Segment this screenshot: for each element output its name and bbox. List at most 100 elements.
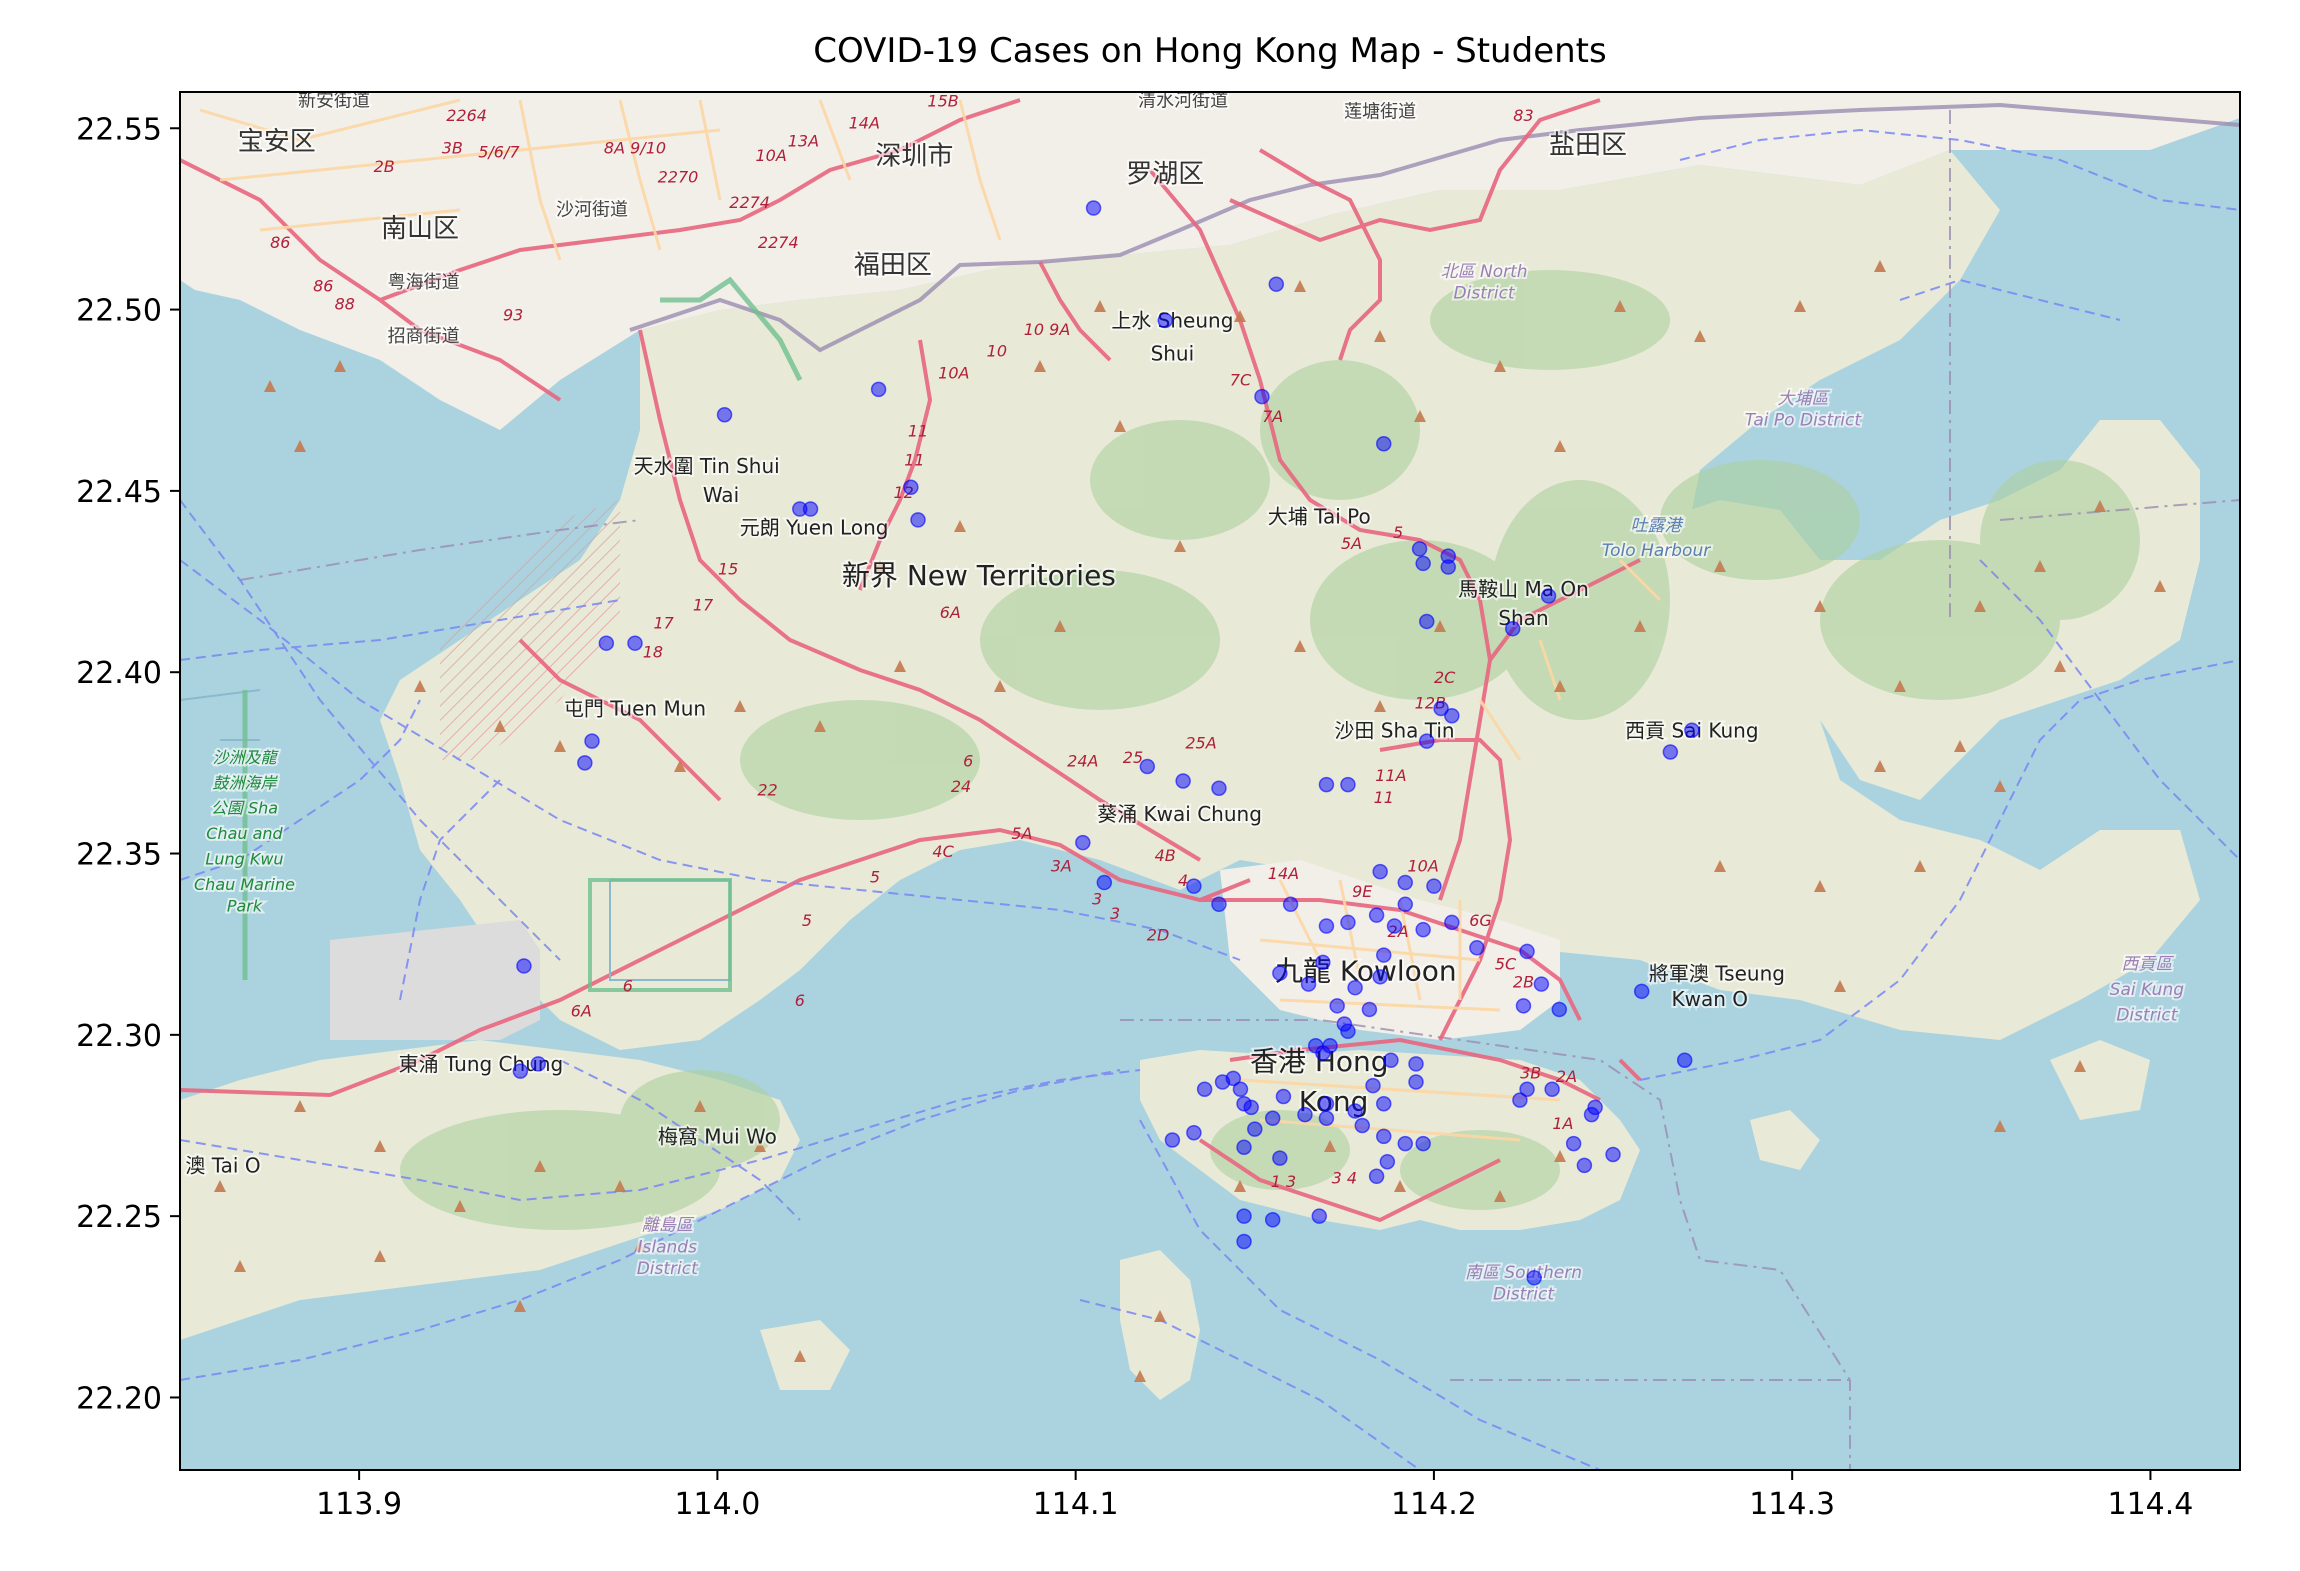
case-marker	[1318, 1110, 1335, 1126]
map-label: Lung Kwu	[205, 849, 283, 868]
case-marker	[1297, 1106, 1313, 1123]
case-marker	[577, 755, 593, 771]
route-label: 5	[870, 868, 880, 887]
land-islet-west	[760, 1320, 850, 1390]
case-marker	[1272, 965, 1288, 981]
case-marker	[1361, 1001, 1378, 1018]
route-label: 10	[987, 342, 1007, 361]
case-marker	[1533, 976, 1550, 992]
case-marker	[1254, 388, 1270, 405]
case-marker	[1397, 896, 1414, 913]
case-marker	[802, 501, 819, 517]
case-marker	[1512, 1092, 1528, 1108]
route-label: 4B	[1155, 846, 1176, 865]
case-marker	[1243, 1099, 1259, 1116]
case-marker	[1469, 940, 1485, 956]
map-label: Kwan O	[1672, 987, 1749, 1011]
route-label: 10A	[755, 146, 786, 165]
case-marker	[1540, 588, 1557, 604]
case-marker	[1318, 918, 1335, 934]
case-marker	[1186, 878, 1202, 894]
map-label: 鼓洲海岸	[212, 773, 278, 792]
case-marker	[1415, 1135, 1431, 1152]
case-marker	[903, 479, 919, 496]
case-marker	[1275, 1088, 1292, 1105]
map-label: District	[637, 1259, 699, 1279]
route-label: 2264	[446, 106, 487, 125]
route-label: 8A 9/10	[604, 139, 666, 158]
case-marker	[1365, 1077, 1381, 1094]
case-marker	[1415, 555, 1431, 572]
route-label: 7A	[1262, 407, 1283, 426]
map-label: 馬鞍山 Ma On	[1458, 577, 1589, 601]
route-label: 18	[643, 643, 663, 662]
land-airport	[330, 920, 540, 1040]
case-marker	[716, 406, 733, 423]
case-marker	[1544, 1081, 1560, 1097]
map-label: 將軍澳 Tseung	[1649, 961, 1785, 985]
map-label: District	[1454, 284, 1516, 304]
map-label: 新安街道	[298, 91, 370, 112]
map-label: 大埔 Tai Po	[1268, 505, 1371, 529]
case-marker	[1175, 773, 1191, 789]
case-marker	[1519, 943, 1535, 960]
route-label: 83	[1513, 106, 1533, 125]
case-marker	[1504, 620, 1521, 637]
case-marker	[1232, 1081, 1249, 1097]
route-label: 15	[718, 559, 738, 578]
map-label: 莲塘街道	[1344, 101, 1416, 122]
route-label: 2B	[374, 157, 395, 176]
case-marker	[512, 1063, 529, 1079]
route-label: 13A	[788, 131, 819, 150]
map-label: 元朗 Yuen Long	[740, 515, 889, 539]
case-marker	[1408, 1056, 1424, 1072]
route-label: 5A	[1341, 534, 1362, 553]
map-label: 梅窩 Mui Wo	[658, 1125, 777, 1149]
land-lamma	[1120, 1250, 1200, 1400]
route-label: 25A	[1185, 733, 1216, 752]
x-tick-label: 114.1	[1033, 1487, 1119, 1522]
route-label: 6A	[571, 1002, 592, 1021]
map-label: 大埔區	[1777, 389, 1830, 409]
case-marker	[1318, 1095, 1335, 1112]
x-axis: 113.9 114.0 114.1 114.2 114.3 114.4	[316, 1470, 2193, 1522]
map-label: 清水河街道	[1138, 91, 1228, 112]
marine-park-frame	[588, 878, 732, 992]
case-marker	[1340, 914, 1356, 931]
route-label: 2A	[1556, 1067, 1577, 1086]
route-label: 10 9A	[1024, 320, 1071, 339]
case-marker	[1236, 1233, 1252, 1250]
route-label: 6G	[1469, 911, 1492, 930]
route-label: 7C	[1230, 371, 1252, 390]
land-islet-east-2	[1750, 1110, 1820, 1170]
map-label: 南山区	[381, 214, 459, 244]
case-marker	[1576, 1157, 1593, 1174]
y-tick-label: 22.50	[76, 294, 162, 329]
route-label: 14A	[1268, 864, 1299, 883]
case-marker	[1164, 1132, 1181, 1148]
map-label: 福田区	[854, 250, 932, 280]
map-label: 離島區	[642, 1216, 695, 1236]
route-label: 2C	[1434, 668, 1456, 687]
route-label: 25	[1123, 748, 1143, 767]
peak-markers	[214, 260, 2166, 1382]
map-label: 盐田区	[1549, 131, 1627, 161]
case-marker	[1340, 776, 1356, 793]
map-label: 澳 Tai O	[185, 1154, 260, 1178]
map-label: Islands	[638, 1237, 698, 1257]
route-label: 11	[1374, 788, 1394, 807]
case-marker	[1440, 559, 1456, 575]
route-label: 15B	[927, 92, 958, 111]
case-marker	[1211, 780, 1227, 797]
route-label: 3	[1110, 904, 1120, 923]
route-label: 4	[1178, 871, 1188, 890]
map-label: 招商街道	[388, 326, 460, 347]
land-new-territories	[380, 150, 2200, 1050]
route-label: 1 3	[1271, 1172, 1296, 1191]
route-label: 6	[623, 976, 633, 995]
map-label: Chau and	[206, 824, 283, 843]
y-tick-label: 22.55	[76, 112, 162, 147]
case-marker	[1272, 1150, 1288, 1166]
route-label: 3 4	[1332, 1169, 1357, 1188]
